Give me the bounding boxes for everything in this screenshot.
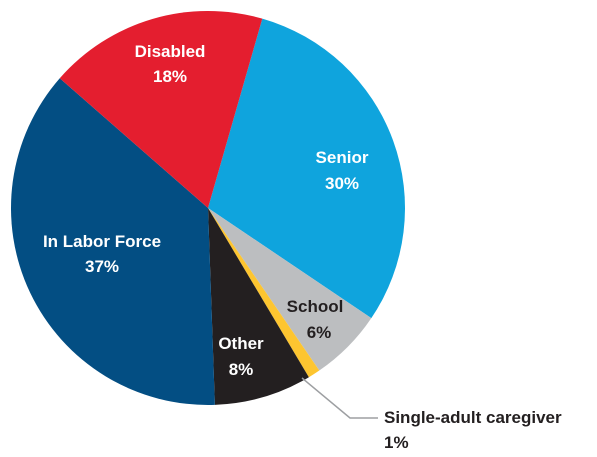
pie-slice-school	[208, 208, 372, 371]
pie-slices	[10, 10, 405, 406]
caregiver-callout-line	[301, 377, 378, 419]
slice-value-school: 6%	[307, 323, 332, 342]
slice-label-school: School	[287, 297, 344, 316]
pie-slice-other	[208, 208, 309, 405]
slice-label-single-adult-caregiver: Single-adult caregiver	[384, 408, 562, 427]
slice-label-senior: Senior	[316, 148, 369, 167]
pie-slice-in-labor-force	[10, 78, 215, 406]
slice-value-senior: 30%	[325, 174, 359, 193]
pie-slice-single-adult-caregiver	[208, 208, 320, 378]
pie-slice-disabled	[59, 10, 263, 208]
slice-label-disabled: Disabled	[135, 42, 206, 61]
slice-value-disabled: 18%	[153, 67, 187, 86]
slice-value-other: 8%	[229, 360, 254, 379]
slice-label-in-labor-force: In Labor Force	[43, 232, 161, 251]
slice-value-single-adult-caregiver: 1%	[384, 433, 409, 452]
pie-slice-senior	[208, 18, 405, 319]
slice-label-other: Other	[218, 334, 264, 353]
slice-value-in-labor-force: 37%	[85, 257, 119, 276]
